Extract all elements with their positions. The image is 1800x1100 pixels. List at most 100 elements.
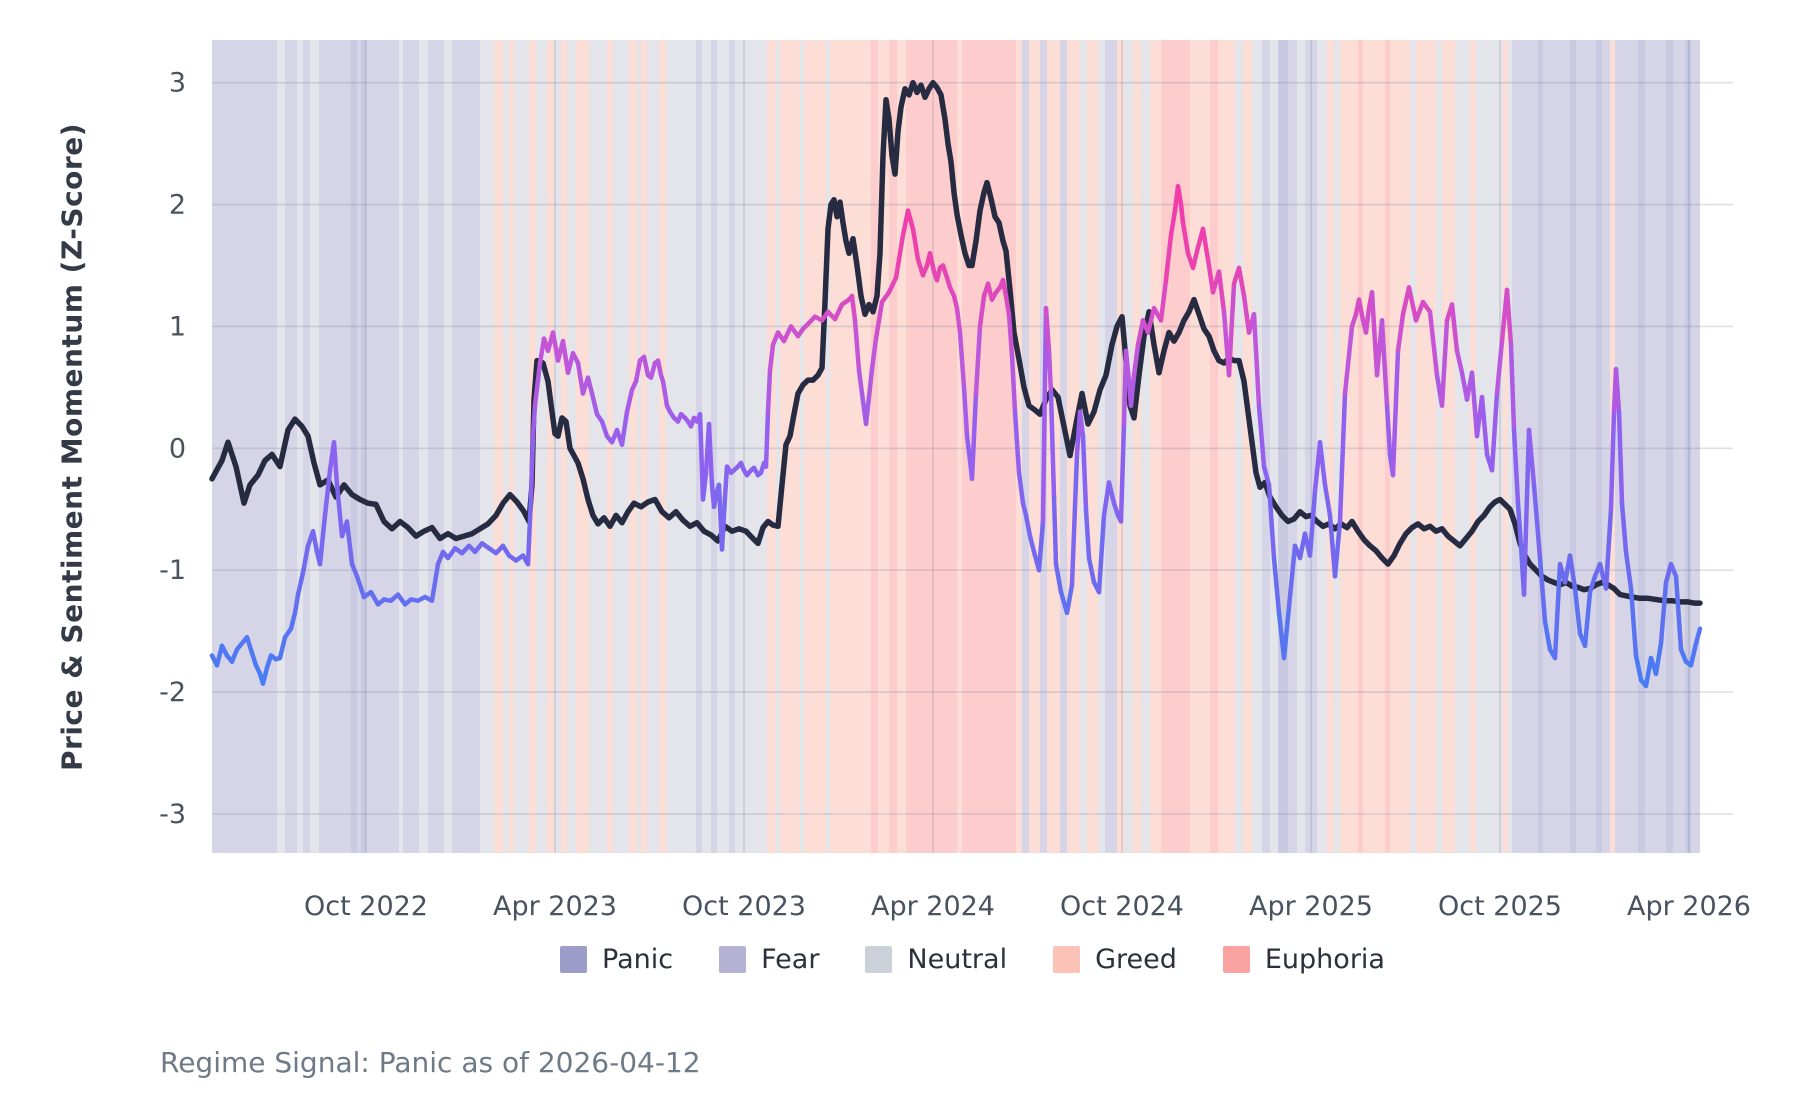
series-segment-sentiment_momentum [1205, 257, 1216, 295]
legend-swatch-neutral [865, 946, 893, 973]
series-segment-sentiment_momentum [528, 433, 536, 500]
regime-band-fear [1305, 40, 1317, 853]
series-segment-sentiment_momentum [295, 570, 306, 597]
regime-band-greed [767, 40, 776, 853]
series-segment-sentiment_momentum [977, 293, 987, 329]
legend-item-neutral: Neutral [865, 944, 1007, 975]
regime-band-fear [1576, 40, 1596, 853]
series-segment-sentiment_momentum [1342, 324, 1355, 396]
x-tick-label: Oct 2022 [304, 891, 428, 922]
legend-swatch-panic [560, 946, 588, 973]
regime-band-greed [509, 40, 514, 853]
regime-band-neutral [514, 40, 529, 853]
series-segment-sentiment_momentum [1526, 427, 1537, 488]
series-segment-sentiment_momentum [1236, 265, 1247, 299]
regime-band-panic [361, 40, 366, 853]
series-segment-sentiment_momentum [910, 226, 921, 262]
series-segment-sentiment_momentum [1531, 482, 1543, 561]
series-segment-sentiment_momentum [1406, 285, 1419, 323]
series-segment-sentiment_momentum [1168, 208, 1178, 238]
series-segment-sentiment_momentum [1653, 641, 1664, 677]
series-segment-sentiment_momentum [331, 439, 340, 488]
series-segment-sentiment_momentum [1118, 421, 1127, 524]
series-segment-sentiment_momentum [334, 482, 345, 539]
series-segment-sentiment_momentum [244, 635, 255, 656]
legend-item-fear: Fear [719, 944, 819, 975]
series-segment-sentiment_momentum [886, 275, 899, 295]
series-segment-sentiment_momentum [1515, 500, 1524, 549]
regime-band-greed [494, 40, 503, 853]
series-segment-sentiment_momentum [277, 635, 288, 661]
y-tick-label: -1 [159, 555, 186, 586]
series-segment-sentiment_momentum [1489, 391, 1500, 473]
legend-label: Fear [761, 944, 820, 975]
series-segment-sentiment_momentum [706, 421, 715, 488]
series-segment-sentiment_momentum [1271, 555, 1282, 616]
series-segment-sentiment_momentum [599, 419, 610, 439]
regime-band-neutral [1476, 40, 1503, 853]
series-segment-sentiment_momentum [1613, 366, 1622, 415]
regime-band-neutral [666, 40, 696, 853]
regime-band-greed [1363, 40, 1385, 853]
series-segment-sentiment_momentum [1175, 184, 1184, 207]
series-segment-sentiment_momentum [832, 302, 845, 322]
series-segment-sentiment_momentum [1356, 297, 1366, 323]
series-segment-sentiment_momentum [1587, 574, 1598, 595]
y-tick-label: 3 [169, 68, 186, 99]
regime-band-greed [1470, 40, 1476, 853]
series-segment-sentiment_momentum [1454, 348, 1465, 376]
regime-band-neutral [735, 40, 767, 853]
series-segment-sentiment_momentum [1332, 519, 1343, 579]
regime-band-euphoria [871, 40, 878, 853]
regime-band-neutral [1141, 40, 1150, 853]
series-segment-sentiment_momentum [1040, 305, 1049, 524]
series-segment-sentiment_momentum [905, 208, 916, 232]
series-segment-sentiment_momentum [1043, 305, 1052, 354]
regime-band-euphoria [1210, 40, 1218, 853]
series-segment-sentiment_momentum [1036, 519, 1046, 573]
regime-band-neutral [1124, 40, 1133, 853]
series-segment-sentiment_momentum [1226, 281, 1237, 378]
series-segment-sentiment_momentum [1023, 513, 1033, 539]
regime-band-euphoria [962, 40, 1016, 853]
series-segment-sentiment_momentum [1200, 226, 1211, 262]
series-segment-sentiment_momentum [869, 336, 879, 372]
regime-band-fear [1060, 40, 1067, 853]
series-segment-sentiment_momentum [585, 375, 595, 396]
series-segment-sentiment_momentum [1069, 452, 1080, 588]
legend: Panic Fear Neutral Greed Euphoria [212, 944, 1733, 975]
regime-band-fear [1691, 40, 1700, 853]
series-segment-sentiment_momentum [1552, 561, 1563, 661]
series-segment-sentiment_momentum [856, 368, 865, 396]
series-segment-sentiment_momentum [1131, 342, 1141, 378]
legend-label: Neutral [907, 944, 1008, 975]
series-segment-sentiment_momentum [1307, 488, 1318, 558]
regime-band-neutral [419, 40, 428, 853]
regime-signal-caption: Regime Signal: Panic as of 2026-04-12 [160, 1046, 701, 1079]
series-segment-sentiment_momentum [1427, 309, 1440, 378]
series-segment-sentiment_momentum [1693, 626, 1703, 646]
series-segment-sentiment_momentum [852, 318, 862, 373]
regime-band-greed [804, 40, 826, 853]
regime-band-fear [1645, 40, 1666, 853]
series-segment-sentiment_momentum [866, 366, 875, 400]
y-tick-label: 2 [169, 190, 186, 221]
series-segment-sentiment_momentum [700, 470, 709, 502]
regime-band-greed [1416, 40, 1436, 853]
regime-band-panic [1666, 40, 1673, 853]
regime-band-neutral [503, 40, 509, 853]
series-segment-sentiment_momentum [1048, 391, 1057, 500]
legend-item-panic: Panic [560, 944, 673, 975]
series-segment-sentiment_momentum [300, 543, 311, 575]
series-segment-sentiment_momentum [354, 574, 367, 600]
series-segment-sentiment_momentum [1619, 500, 1629, 555]
series-segment-sentiment_momentum [1180, 220, 1191, 256]
series-segment-sentiment_momentum [711, 488, 720, 510]
regime-band-neutral [1508, 40, 1512, 853]
legend-item-greed: Greed [1053, 944, 1177, 975]
series-segment-sentiment_momentum [1542, 619, 1553, 652]
series-segment-sentiment_momentum [641, 354, 651, 378]
series-segment-sentiment_momentum [1077, 409, 1086, 439]
regime-band-fear [711, 40, 717, 853]
